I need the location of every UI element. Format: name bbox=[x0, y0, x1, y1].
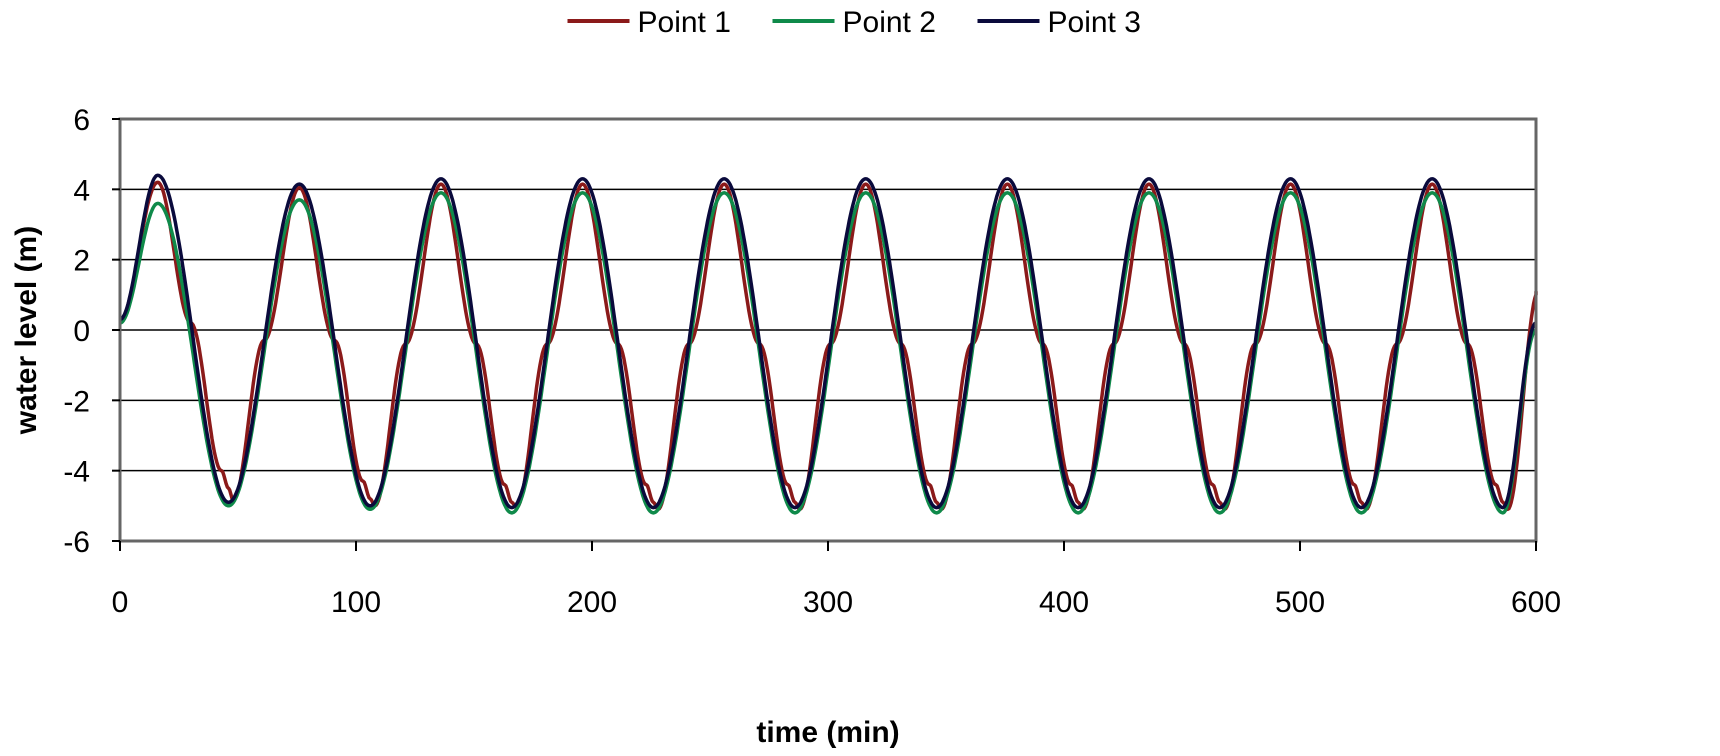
y-tick-label: -6 bbox=[63, 526, 90, 559]
legend-label: Point 3 bbox=[1048, 6, 1141, 39]
y-tick-label: -2 bbox=[63, 385, 90, 418]
legend: Point 1 Point 2 Point 3 bbox=[567, 6, 1141, 39]
legend-label: Point 2 bbox=[843, 6, 936, 39]
y-tick-label: 0 bbox=[73, 315, 90, 348]
x-axis-ticks: 0 100 200 300 400 500 600 bbox=[112, 541, 1561, 619]
x-tick-label: 500 bbox=[1275, 586, 1325, 619]
x-tick-label: 0 bbox=[112, 586, 129, 619]
x-tick-label: 600 bbox=[1511, 586, 1561, 619]
x-tick-label: 100 bbox=[331, 586, 381, 619]
y-tick-label: 4 bbox=[73, 174, 90, 207]
legend-label: Point 1 bbox=[638, 6, 731, 39]
x-tick-label: 400 bbox=[1039, 586, 1089, 619]
y-axis-title: water level (m) bbox=[10, 226, 43, 435]
series-lines bbox=[119, 173, 1538, 515]
x-tick-label: 200 bbox=[567, 586, 617, 619]
y-tick-label: 6 bbox=[73, 104, 90, 137]
series-line-point-3 bbox=[119, 173, 1537, 510]
x-tick-label: 300 bbox=[803, 586, 853, 619]
y-tick-label: -4 bbox=[63, 456, 90, 489]
y-tick-label: 2 bbox=[73, 245, 90, 278]
x-axis-title: time (min) bbox=[756, 716, 899, 749]
y-axis-ticks: 6 4 2 0 -2 -4 -6 bbox=[63, 104, 120, 559]
